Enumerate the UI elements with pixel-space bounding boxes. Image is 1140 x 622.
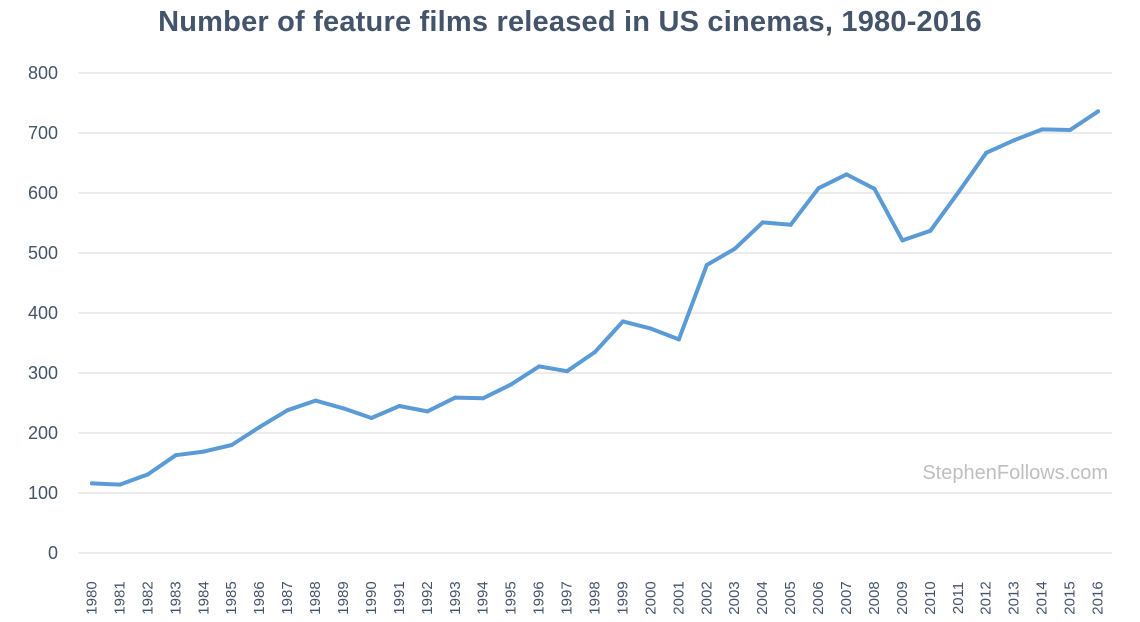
series-layer — [89, 109, 1101, 487]
watermark-text: StephenFollows.com — [922, 462, 1108, 484]
x-tick-label: 2007 — [838, 581, 855, 614]
x-tick-label: 1992 — [419, 581, 436, 614]
y-tick-label: 100 — [28, 483, 58, 503]
x-tick-label: 1993 — [447, 581, 464, 614]
data-point-1989 — [341, 406, 346, 411]
x-tick-label: 1985 — [223, 581, 240, 614]
data-point-1987 — [285, 408, 290, 413]
data-point-2002 — [704, 263, 709, 267]
y-tick-label: 300 — [28, 363, 58, 383]
x-tick-label: 2008 — [866, 581, 883, 614]
chart-title: Number of feature films released in US c… — [158, 6, 982, 38]
data-point-1997 — [565, 369, 570, 374]
x-tick-label: 1998 — [587, 581, 604, 614]
data-point-2000 — [648, 326, 653, 331]
data-point-1990 — [369, 416, 374, 420]
x-tick-label: 2004 — [754, 581, 771, 614]
data-point-2005 — [788, 222, 793, 227]
x-tick-label: 2012 — [978, 581, 995, 614]
x-tick-label: 2003 — [726, 581, 743, 614]
data-point-1993 — [453, 395, 458, 400]
x-tick-label: 2009 — [894, 581, 911, 614]
data-point-1998 — [593, 350, 597, 354]
y-tick-label: 700 — [28, 123, 58, 143]
x-tick-label: 1981 — [111, 581, 128, 614]
data-point-1999 — [620, 319, 625, 324]
x-tick-label: 1997 — [559, 581, 576, 614]
data-point-1988 — [313, 398, 318, 403]
data-point-2004 — [760, 220, 765, 225]
x-tick-label: 2002 — [698, 581, 715, 614]
data-point-1996 — [537, 364, 542, 369]
data-point-1983 — [173, 453, 178, 458]
data-point-2008 — [872, 186, 877, 191]
x-tick-label: 2006 — [810, 581, 827, 614]
data-point-1991 — [397, 404, 402, 408]
data-point-2016 — [1096, 109, 1101, 114]
x-tick-label: 1989 — [335, 581, 352, 614]
series-line — [89, 109, 1101, 487]
x-tick-label: 1996 — [531, 581, 548, 614]
x-tick-label: 2015 — [1062, 581, 1079, 614]
x-tick-label: 1999 — [614, 581, 631, 614]
x-tick-label: 2001 — [670, 581, 687, 614]
data-point-2013 — [1012, 138, 1017, 143]
data-point-2014 — [1040, 127, 1045, 132]
x-tick-label: 2016 — [1090, 581, 1107, 614]
x-tick-label: 2000 — [642, 581, 659, 614]
data-point-2001 — [676, 337, 681, 342]
data-point-1995 — [509, 382, 514, 387]
data-point-1981 — [117, 482, 122, 487]
x-tick-label: 2013 — [1006, 581, 1023, 614]
data-point-2003 — [732, 246, 737, 251]
x-tick-label: 1986 — [251, 581, 268, 614]
data-point-1982 — [145, 472, 150, 477]
data-point-1986 — [257, 425, 262, 429]
x-tick-label: 1984 — [195, 581, 212, 614]
x-tick-label: 2010 — [922, 581, 939, 614]
x-axis: 1980 1981 1982 1983 1984 1985 1986 1987 1988 1989… — [83, 581, 1106, 614]
data-point-2010 — [928, 228, 933, 233]
y-tick-label: 600 — [28, 183, 58, 203]
x-tick-label: 1983 — [167, 581, 184, 614]
x-tick-label: 1988 — [307, 581, 324, 614]
y-tick-label: 0 — [48, 543, 58, 563]
x-tick-label: 1990 — [363, 581, 380, 614]
x-tick-label: 1991 — [391, 581, 408, 614]
data-point-2011 — [956, 190, 961, 195]
x-tick-label: 1982 — [139, 581, 156, 614]
data-point-1984 — [201, 449, 206, 454]
y-tick-label: 200 — [28, 423, 58, 443]
data-point-2006 — [816, 186, 821, 191]
x-tick-label: 1987 — [279, 581, 296, 614]
y-tick-label: 800 — [28, 63, 58, 83]
x-tick-label: 2005 — [782, 581, 799, 614]
y-tick-label: 400 — [28, 303, 58, 323]
y-axis: 0 100 200 300 400 500 600 700 800 — [28, 63, 58, 563]
data-point-1985 — [229, 443, 234, 447]
data-point-2007 — [844, 172, 849, 177]
x-tick-label: 2014 — [1034, 581, 1051, 614]
data-point-1994 — [481, 396, 486, 401]
x-tick-label: 1995 — [503, 581, 520, 614]
data-point-2009 — [900, 238, 905, 243]
data-point-2015 — [1068, 128, 1073, 132]
x-tick-label: 1980 — [83, 581, 100, 614]
x-tick-label: 1994 — [475, 581, 492, 614]
data-point-1992 — [425, 409, 430, 414]
data-point-1980 — [89, 481, 94, 486]
y-tick-label: 500 — [28, 243, 58, 263]
x-tick-label: 2011 — [950, 582, 967, 614]
data-point-2012 — [984, 150, 989, 155]
